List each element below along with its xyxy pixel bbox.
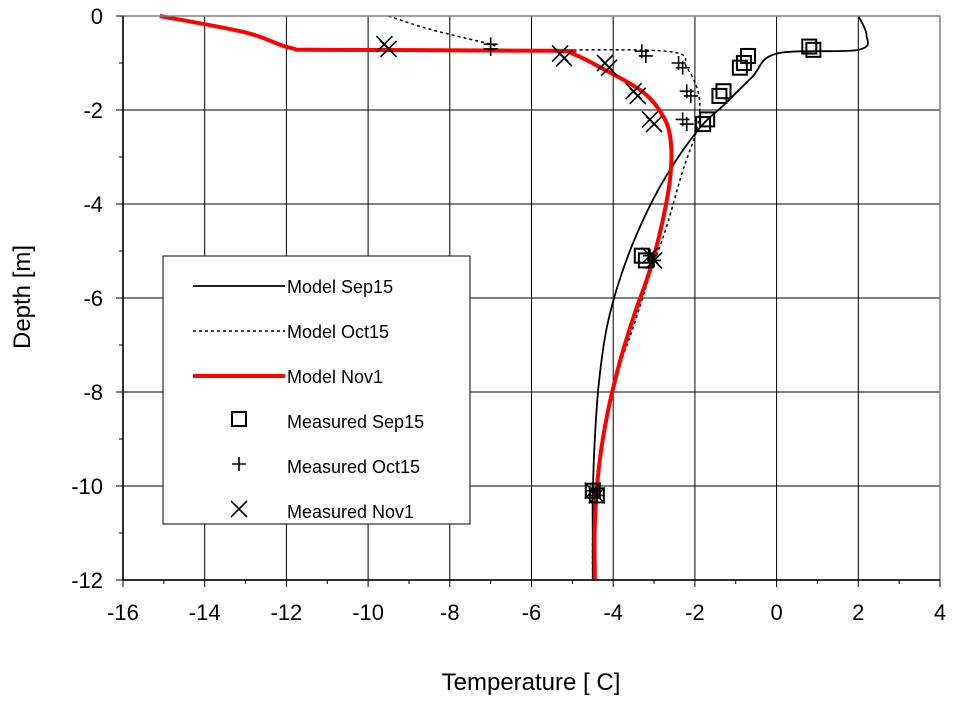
y-tick-label: 0 — [91, 4, 103, 29]
series-markers — [375, 35, 822, 504]
legend: Model Sep15 Model Oct15 Model Nov1 Measured… — [162, 255, 471, 525]
legend-swatch — [230, 500, 248, 518]
data-point-square — [699, 111, 716, 128]
legend-swatch — [232, 457, 246, 471]
legend-swatch — [231, 411, 247, 427]
x-tick-label: -12 — [271, 600, 303, 625]
data-point-plus — [675, 60, 690, 75]
x-tick-label: 2 — [852, 600, 864, 625]
legend-label: Model Oct15 — [287, 322, 389, 342]
y-tick-label: -12 — [71, 568, 103, 593]
legend-label: Measured Nov1 — [287, 502, 414, 522]
data-point-square — [715, 83, 732, 100]
y-tick-label: -8 — [83, 380, 103, 405]
y-tick-label: -6 — [83, 286, 103, 311]
data-point-square — [731, 59, 748, 76]
x-tick-label: -8 — [440, 600, 460, 625]
data-point-x — [555, 49, 573, 67]
data-point-plus — [679, 117, 694, 132]
data-point-square — [805, 41, 822, 58]
data-point-square — [711, 87, 728, 104]
data-point-plus — [683, 88, 698, 103]
x-tick-label: 4 — [934, 600, 946, 625]
y-tick-label: -4 — [83, 192, 103, 217]
data-point-x — [379, 40, 398, 58]
x-tick-label: -2 — [685, 600, 705, 625]
data-point-x — [629, 87, 647, 105]
data-point-plus — [483, 41, 498, 56]
data-point-plus — [638, 48, 653, 63]
legend-label: Measured Oct15 — [287, 457, 420, 477]
series-line — [591, 15, 869, 580]
data-point-x — [645, 251, 663, 269]
legend-label: Measured Sep15 — [287, 412, 424, 432]
y-tick-label: -10 — [71, 474, 103, 499]
axes: -16 -14 -12 -10 -8 -6 -4 -2 0 2 4 0 -2 -4 -6 -8 -10 -12 — [71, 4, 946, 625]
data-point-square — [695, 116, 712, 133]
legend-label: Model Nov1 — [287, 367, 383, 387]
x-tick-label: -6 — [522, 600, 542, 625]
data-point-square — [735, 55, 752, 71]
legend-box — [162, 255, 471, 525]
data-point-square — [801, 38, 818, 55]
x-tick-label: -4 — [603, 600, 623, 625]
y-tick-label: -2 — [83, 98, 103, 123]
y-axis-title: Depth [m] — [9, 245, 36, 349]
data-point-x — [588, 486, 606, 504]
x-tick-label: -16 — [107, 600, 139, 625]
data-point-x — [600, 59, 618, 77]
legend-label: Model Sep15 — [287, 277, 393, 297]
x-tick-label: -14 — [189, 600, 221, 625]
x-tick-label: -10 — [352, 600, 384, 625]
x-axis-title: Temperature [ C] — [442, 669, 621, 696]
data-point-x — [645, 115, 663, 133]
series-line — [159, 14, 674, 581]
x-tick-label: 0 — [770, 600, 782, 625]
